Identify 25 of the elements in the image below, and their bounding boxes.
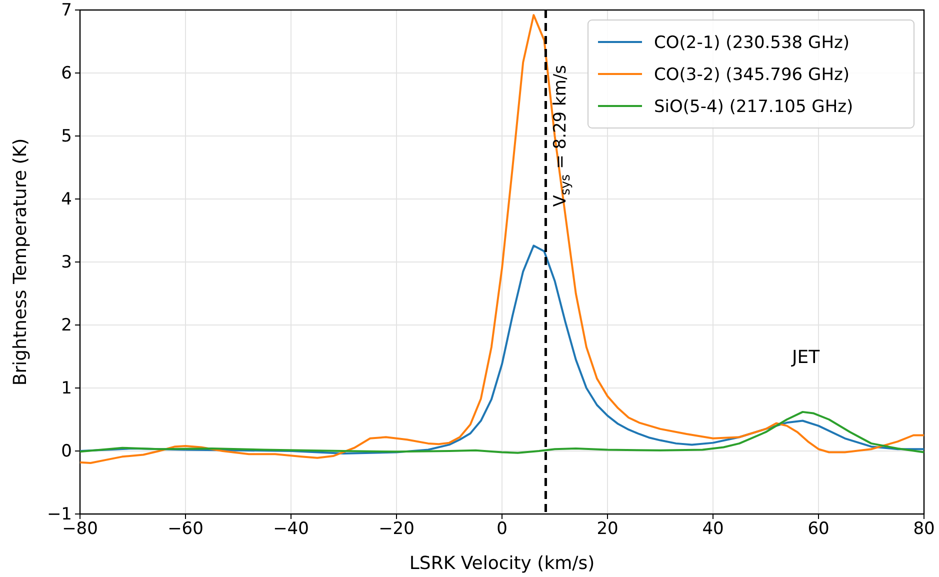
x-axis-title: LSRK Velocity (km/s) xyxy=(409,553,595,574)
x-tick-label: 60 xyxy=(808,519,830,540)
line-series xyxy=(79,410,925,454)
x-tick-label: −40 xyxy=(273,519,309,540)
y-tick-label: 5 xyxy=(61,126,72,146)
y-tick-label: 3 xyxy=(61,252,72,272)
y-tick-label: 2 xyxy=(61,315,72,336)
line-series xyxy=(79,14,925,464)
x-tick-label: −60 xyxy=(168,519,204,540)
y-tick-label: 6 xyxy=(61,63,72,84)
legend-label: SiO(5-4) (217.105 GHz) xyxy=(654,97,854,117)
x-tick-label: 80 xyxy=(913,519,935,540)
x-tick-label: 0 xyxy=(496,519,508,540)
y-axis-title: Brightness Temperature (K) xyxy=(10,138,31,386)
y-tick-label: 7 xyxy=(61,0,72,20)
annotation: JET xyxy=(790,346,821,368)
line-series xyxy=(79,244,925,455)
y-tick-label: 4 xyxy=(61,189,72,210)
legend-label: CO(3-2) (345.796 GHz) xyxy=(654,65,850,85)
x-tick-label: −20 xyxy=(378,519,414,540)
legend-label: CO(2-1) (230.538 GHz) xyxy=(654,33,850,53)
x-tick-label: 40 xyxy=(702,519,724,540)
x-tick-label: 20 xyxy=(596,519,618,540)
y-tick-label: 0 xyxy=(61,441,72,462)
y-tick-label: 1 xyxy=(61,378,72,398)
